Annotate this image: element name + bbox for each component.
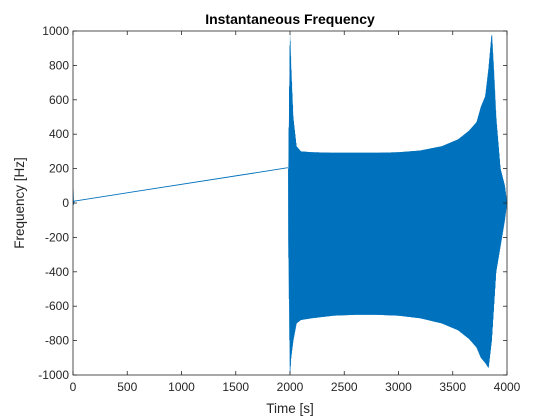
x-tick-label: 3500 xyxy=(439,380,466,394)
y-tick-label: 400 xyxy=(49,127,69,141)
y-tick-label: 0 xyxy=(62,196,69,210)
x-tick-label: 1500 xyxy=(222,380,249,394)
linear-ramp-line xyxy=(73,167,288,202)
y-tick-label: -600 xyxy=(45,299,69,313)
y-tick-label: 600 xyxy=(49,93,69,107)
series-layer xyxy=(73,31,507,375)
y-tick-label: -800 xyxy=(45,334,69,348)
x-tick-label: 3000 xyxy=(385,380,412,394)
x-tick-label: 500 xyxy=(117,380,137,394)
x-axis-title: Time [s] xyxy=(266,401,314,416)
y-tick-label: 200 xyxy=(49,162,69,176)
ticks-layer: 0 500 1000 1500 2000 2500 3000 3500 4000-1000-80… xyxy=(38,24,520,394)
oscillation-trace xyxy=(288,35,507,374)
chart-title: Instantaneous Frequency xyxy=(205,11,375,27)
x-tick-label: 2000 xyxy=(277,380,304,394)
y-tick-label: 1000 xyxy=(42,24,69,38)
y-axis-title: Frequency [Hz] xyxy=(12,157,27,249)
y-tick-label: 800 xyxy=(49,58,69,72)
x-tick-label: 0 xyxy=(70,380,77,394)
y-tick-label: -200 xyxy=(45,230,69,244)
y-tick-label: -1000 xyxy=(38,368,69,382)
y-tick-label: -400 xyxy=(45,265,69,279)
x-tick-label: 4000 xyxy=(494,380,521,394)
x-tick-label: 2500 xyxy=(331,380,358,394)
x-tick-label: 1000 xyxy=(168,380,195,394)
